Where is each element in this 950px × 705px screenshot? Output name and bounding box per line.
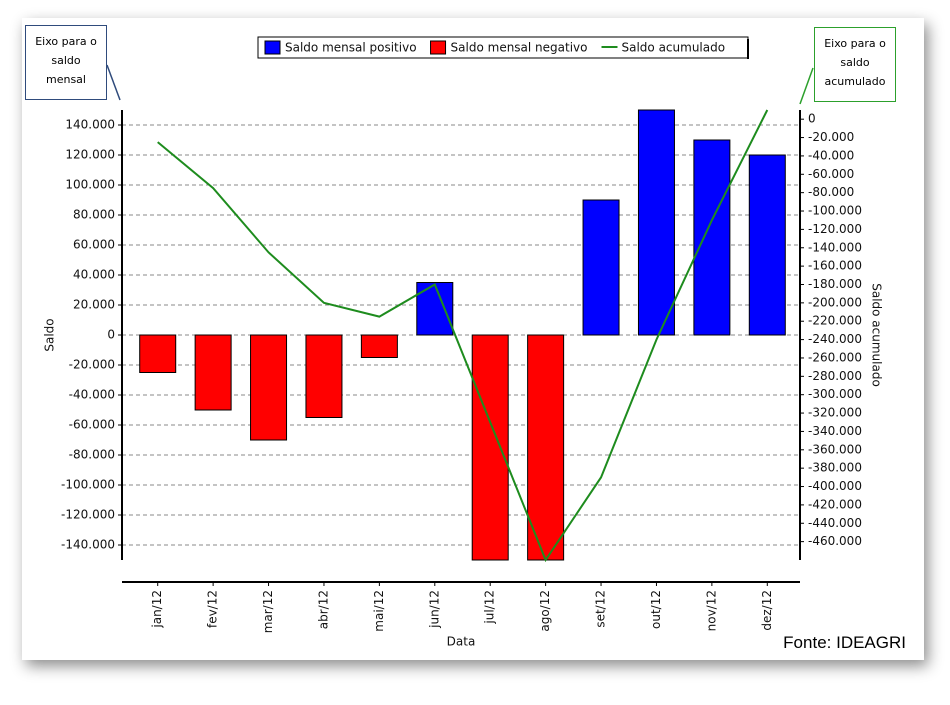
bar [748,154,786,336]
bar [471,334,509,561]
line [157,109,769,563]
y-tick-label: -80.000 [69,448,115,462]
y2-tick-label: -380.000 [808,461,862,475]
y-tick-label: -60.000 [69,418,115,432]
x-tick-label: mar/12 [261,590,275,633]
y-tick-label: -140.000 [61,538,115,552]
y2-tick-label: -340.000 [808,424,862,438]
x-tick-label: mai/12 [372,590,386,632]
y-tick-label: 20.000 [73,298,115,312]
bar [582,199,620,336]
bar [527,334,565,561]
annotation: Eixo para o saldo acumulado [814,27,896,102]
y2-tick-label: 0 [808,112,816,126]
bar [250,334,288,441]
legend-label: Saldo mensal positivo [285,41,417,55]
y2-tick-label: -300.000 [808,387,862,401]
legend-swatch [264,40,281,55]
annotation: Eixo para o saldo mensal [25,25,107,100]
source-note: Fonte: IDEAGRI [783,633,906,652]
y-tick-label: -20.000 [69,358,115,372]
x-tick-label: dez/12 [760,590,774,631]
x-tick-label: fev/12 [206,590,220,628]
y2-tick-label: -40.000 [808,148,854,162]
bar [139,334,177,373]
callout-line [799,67,814,105]
y2-tick-label: -220.000 [808,314,862,328]
x-tick-label: jul/12 [483,590,497,625]
bar [637,109,675,336]
x-tick-label: jan/12 [150,590,164,629]
y2-tick-label: -160.000 [808,259,862,273]
y-tick-label: 120.000 [65,148,115,162]
legend-swatch [430,40,447,55]
y2-axis-label: Saldo acumulado [870,283,884,387]
y2-tick-label: -140.000 [808,240,862,254]
y2-tick-label: -60.000 [808,167,854,181]
x-tick-label: out/12 [649,590,663,629]
y2-tick-label: -260.000 [808,350,862,364]
y2-tick-label: -120.000 [808,222,862,236]
y2-tick-label: -360.000 [808,442,862,456]
y2-tick-label: -420.000 [808,497,862,511]
callout-line [106,64,121,101]
y-tick-label: 60.000 [73,238,115,252]
y2-tick-label: -240.000 [808,332,862,346]
y2-tick-label: -200.000 [808,295,862,309]
y-tick-label: -40.000 [69,388,115,402]
y2-tick-label: -320.000 [808,406,862,420]
y2-tick-label: -20.000 [808,130,854,144]
x-tick-label: abr/12 [316,590,330,629]
bar [194,334,232,411]
bar [693,139,731,336]
y2-tick-label: -440.000 [808,516,862,530]
y2-tick-label: -280.000 [808,369,862,383]
y-tick-label: 100.000 [65,178,115,192]
x-tick-label: ago/12 [538,590,552,632]
legend-label: Saldo mensal negativo [451,41,588,55]
y-tick-label: -100.000 [61,478,115,492]
bar [305,334,343,418]
y-tick-label: 80.000 [73,208,115,222]
y2-tick-label: -400.000 [808,479,862,493]
x-tick-label: nov/12 [704,590,718,631]
y2-tick-label: -80.000 [808,185,854,199]
x-tick-label: jun/12 [427,590,441,629]
y-tick-label: 0 [107,328,115,342]
y2-tick-label: -460.000 [808,534,862,548]
x-axis-label: Data [447,635,476,649]
legend-label: Saldo acumulado [622,41,726,55]
bar [360,334,398,358]
y2-tick-label: -100.000 [808,204,862,218]
y2-tick-label: -180.000 [808,277,862,291]
y-tick-label: 140.000 [65,118,115,132]
y-axis-label: Saldo [43,318,57,351]
x-tick-label: set/12 [594,590,608,628]
y-tick-label: -120.000 [61,508,115,522]
bar [416,282,454,336]
y-tick-label: 40.000 [73,268,115,282]
